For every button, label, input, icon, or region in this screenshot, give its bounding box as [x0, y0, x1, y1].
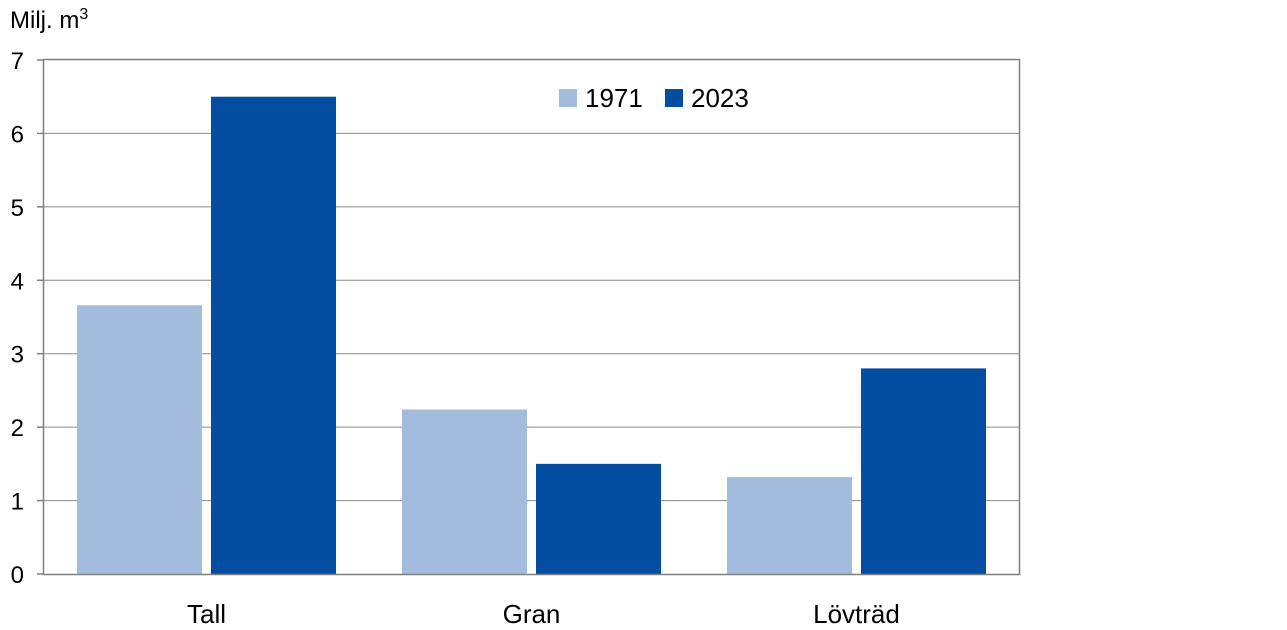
plot-frame: [42, 58, 1021, 576]
legend: 1971 2023: [559, 83, 749, 113]
bar-2023: [861, 368, 986, 574]
bar-1971: [727, 477, 852, 574]
x-tick-label: Lövträd: [813, 599, 900, 629]
legend-label-2023: 2023: [691, 83, 749, 113]
y-tick-label: 4: [11, 268, 24, 295]
bars: [77, 96, 986, 574]
gridlines: [44, 132, 1019, 502]
y-tick-label: 6: [11, 121, 24, 148]
y-tick-label: 5: [11, 195, 24, 222]
x-axis-ticks: Tall Gran Lövträd: [187, 599, 900, 629]
bar-1971: [77, 305, 202, 574]
bar-2023: [211, 96, 336, 574]
legend-swatch-2023: [665, 89, 683, 107]
bar-2023: [536, 463, 661, 574]
legend-label-1971: 1971: [585, 83, 643, 113]
x-tick-label: Tall: [187, 599, 226, 629]
y-tick-label: 2: [11, 415, 24, 442]
legend-swatch-1971: [559, 89, 577, 107]
y-tick-label: 1: [11, 489, 24, 516]
bar-1971: [402, 409, 527, 574]
y-tick-label: 0: [11, 562, 24, 589]
y-axis-ticks: 0 1 2 3 4 5 6 7: [11, 48, 44, 589]
y-tick-label: 3: [11, 342, 24, 369]
y-tick-label: 7: [11, 48, 24, 75]
x-tick-label: Gran: [503, 599, 561, 629]
y-axis-unit-label: Milj. m3: [10, 6, 88, 34]
